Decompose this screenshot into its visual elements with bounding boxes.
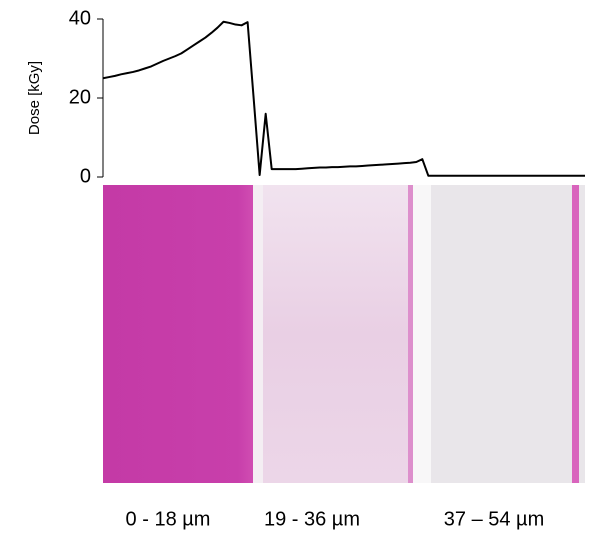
photo-label: 19 - 36 µm <box>264 508 360 530</box>
photo-gap <box>253 185 263 483</box>
photo-edge <box>408 185 413 483</box>
photo-strip <box>431 185 585 483</box>
photo-label: 0 - 18 µm <box>126 508 211 530</box>
y-tick-label: 20 <box>69 86 91 108</box>
photo-gap <box>413 185 431 483</box>
y-tick-label: 40 <box>69 7 91 29</box>
photo-strip <box>263 185 411 483</box>
photo <box>103 185 585 483</box>
photo-strip <box>103 185 253 483</box>
y-axis-title: Dose [kGy] <box>26 61 43 135</box>
photo-edge <box>572 185 579 483</box>
dose-line <box>102 20 585 177</box>
y-tick-label: 0 <box>80 165 91 187</box>
photo-label: 37 – 54 µm <box>444 508 544 530</box>
